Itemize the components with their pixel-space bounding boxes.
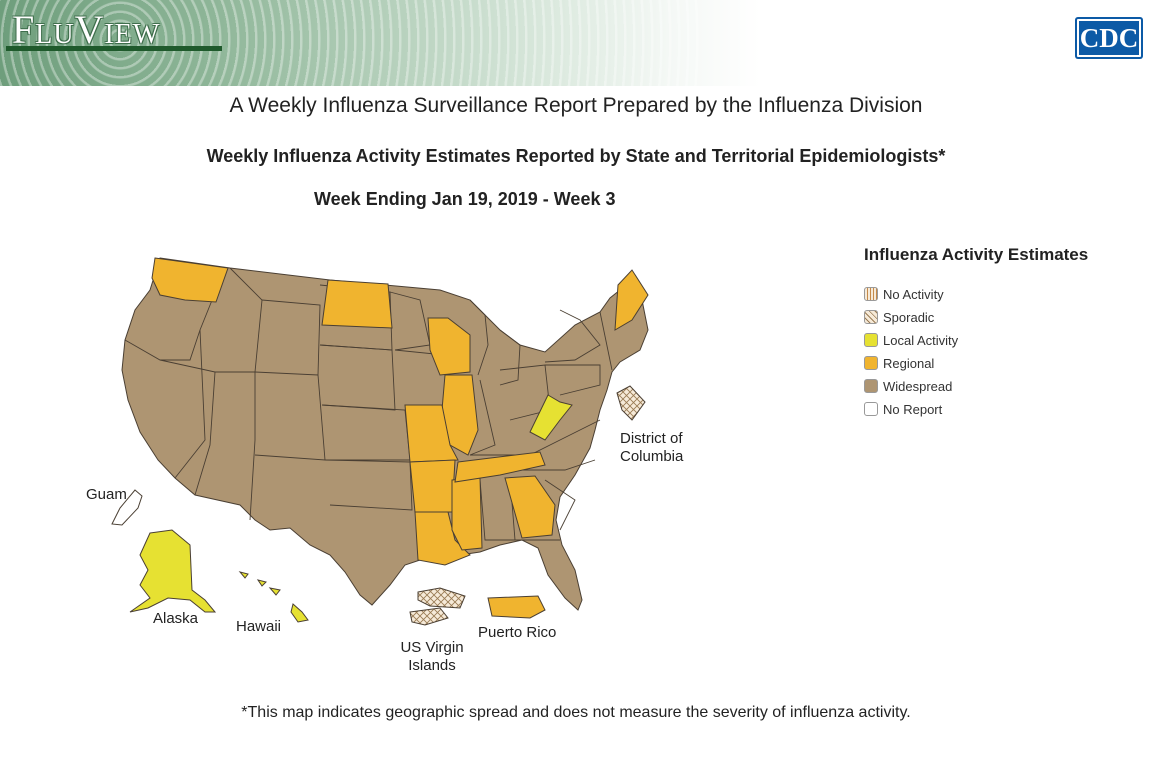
legend-item-no-report[interactable]: No Report: [864, 400, 942, 418]
state-washington[interactable]: [151, 257, 229, 303]
regional-states: [151, 257, 649, 619]
state-puerto-rico[interactable]: [487, 595, 546, 619]
local-activity-states: [129, 394, 573, 623]
state-west-virginia[interactable]: [529, 394, 573, 441]
label-puerto-rico: Puerto Rico: [478, 624, 557, 641]
state-widespread-base[interactable]: [121, 257, 649, 611]
label-us-virgin-islands: US Virgin Islands: [400, 639, 464, 674]
header-banner: FluView CDC: [0, 0, 1152, 86]
district-of-columbia[interactable]: [616, 385, 646, 421]
legend-item-regional[interactable]: Regional: [864, 354, 934, 372]
swatch-no-activity: [864, 287, 878, 301]
legend-label: Sporadic: [883, 309, 935, 325]
swatch-widespread: [864, 379, 878, 393]
swatch-sporadic: [864, 310, 878, 324]
swatch-local-activity: [864, 333, 878, 347]
footnote: *This map indicates geographic spread an…: [241, 704, 911, 721]
banner-texture: [0, 0, 700, 86]
state-maine[interactable]: [614, 269, 649, 331]
label-guam: Guam: [86, 486, 127, 503]
label-district-of-columbia: District of Columbia: [620, 430, 684, 465]
fluview-logo[interactable]: FluView: [12, 7, 161, 52]
logo-underline: [6, 46, 222, 51]
legend-label: Local Activity: [883, 332, 959, 348]
swatch-no-report: [864, 402, 878, 416]
map-subtitle: Weekly Influenza Activity Estimates Repo…: [206, 146, 946, 166]
legend-item-local-activity[interactable]: Local Activity: [864, 331, 958, 349]
legend-label: No Activity: [883, 286, 944, 302]
state-mississippi[interactable]: [451, 477, 483, 551]
state-missouri[interactable]: [404, 404, 459, 463]
state-alaska[interactable]: [129, 529, 217, 613]
state-georgia[interactable]: [504, 475, 556, 539]
legend-label: No Report: [883, 401, 943, 417]
swatch-regional: [864, 356, 878, 370]
us-virgin-islands-b[interactable]: [409, 607, 449, 626]
state-arkansas[interactable]: [409, 459, 456, 513]
state-louisiana[interactable]: [414, 511, 471, 566]
territory-guam[interactable]: [111, 489, 143, 526]
cdc-logo[interactable]: CDC: [1075, 17, 1143, 59]
label-hawaii: Hawaii: [236, 618, 282, 635]
legend-item-no-activity[interactable]: No Activity: [864, 285, 944, 303]
state-hawaii[interactable]: [238, 571, 309, 623]
state-north-dakota[interactable]: [321, 279, 393, 329]
sporadic-regions: [409, 385, 646, 626]
label-alaska: Alaska: [153, 610, 199, 627]
week-label: Week Ending Jan 19, 2019 - Week 3: [314, 189, 616, 209]
state-tennessee[interactable]: [454, 451, 546, 483]
legend-item-sporadic[interactable]: Sporadic: [864, 308, 934, 326]
legend-label: Regional: [883, 355, 935, 371]
state-wisconsin[interactable]: [427, 317, 471, 376]
legend-item-widespread[interactable]: Widespread: [864, 377, 952, 395]
page-title: A Weekly Influenza Surveillance Report P…: [229, 94, 923, 117]
us-virgin-islands-a[interactable]: [417, 587, 466, 609]
legend-label: Widespread: [883, 378, 953, 394]
legend-title: Influenza Activity Estimates: [864, 245, 1089, 264]
cdc-logo-text: CDC: [1079, 23, 1139, 53]
